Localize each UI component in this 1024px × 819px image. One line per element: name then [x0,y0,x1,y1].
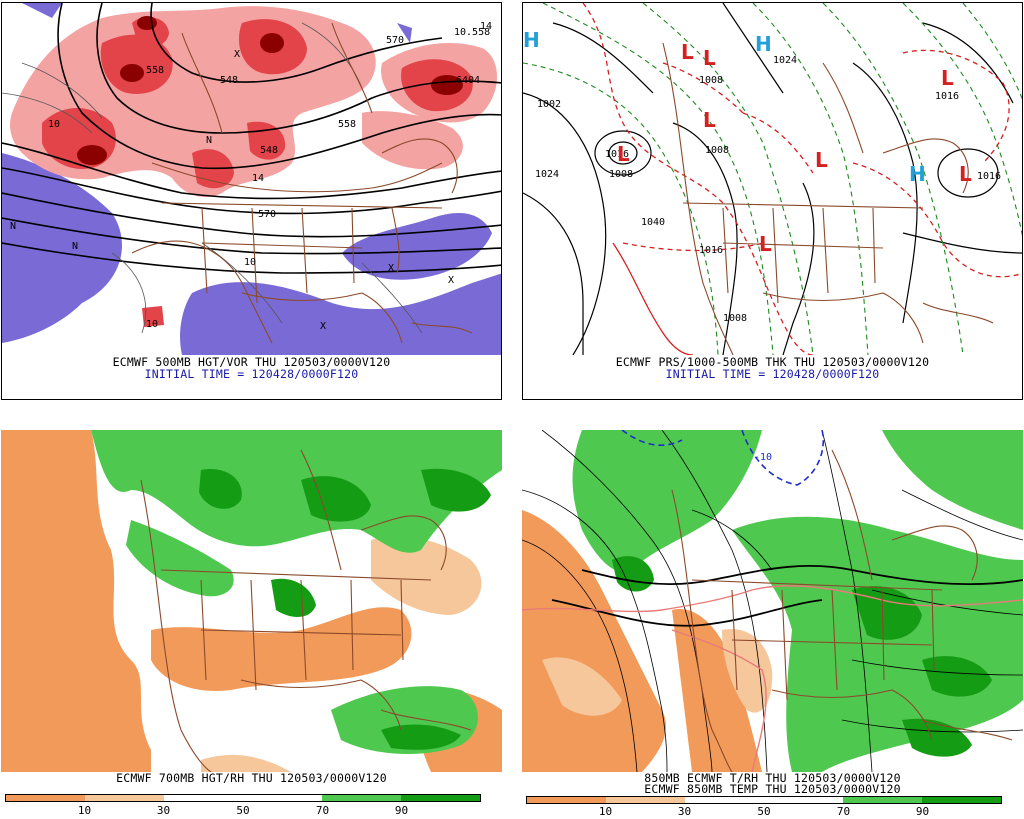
colorbar-ticks: 10 30 50 70 90 [526,806,1002,818]
panel-initial-time: INITIAL TIME = 120428/0000F120 [665,367,880,381]
panel-700mb-hgt-rh: ECMWF 700MB HGT/RH THU 120503/0000V120 1… [1,430,502,819]
labels-prs-thickness: 1002 1024 1016 1008 1008 1008 1008 1016 … [523,28,1001,324]
contour-label: 558 [146,65,164,76]
contour-label: 10 [146,319,158,330]
colorbar-seg [685,797,764,803]
low-pressure-icon: L [815,148,828,172]
vorticity-symbol: X [448,275,454,286]
contour-label: 14 [480,21,492,32]
pressure-label: 1016 [935,91,959,102]
colorbar-tick: 70 [315,804,330,817]
panel-500mb-hgt-vor: 570 10.558 558 548 548 14 6404 10 558 57… [1,2,502,400]
high-pressure-icon: H [755,32,772,56]
contour-label: 6404 [456,75,480,86]
low-pressure-icon: L [703,46,716,70]
colorbar-seg [764,797,843,803]
low-pressure-icon: L [703,108,716,132]
map-500mb-hgt-vor [2,3,501,355]
map-700mb-hgt-rh [1,430,502,772]
panel-title: ECMWF PRS/1000-500MB THK THU 120503/0000… [615,355,930,369]
colorbar-tick: 90 [394,804,409,817]
colorbar-seg [527,797,606,803]
colorbar-tick: 70 [836,805,851,818]
panel-title: 850MB ECMWF T/RH THU 120503/0000V120 [644,771,901,785]
pressure-label: 1008 [705,145,729,156]
pressure-label: 1016 [605,149,629,160]
colorbar-seg [85,795,164,801]
vorticity-symbol: X [234,49,240,60]
contour-label: 570 [258,209,276,220]
colorbar-tick: 30 [677,805,692,818]
low-pressure-icon: L [759,232,772,256]
colorbar-tick: 30 [156,804,171,817]
negative-vorticity-area-south [180,273,501,355]
contour-label: 570 [386,35,404,46]
panel-title: ECMWF 700MB HGT/RH THU 120503/0000V120 [116,771,387,785]
low-pressure-icon: L [959,162,972,186]
colorbar-tick: 50 [236,804,250,817]
high-pressure-icon: H [909,162,926,186]
labels-500mb: 570 10.558 558 548 548 14 6404 10 558 57… [10,21,492,332]
map-prs-thickness [523,3,1022,355]
map-850mb-t-rh [522,430,1023,772]
labels-850mb: -10 [754,452,772,463]
contour-label: 14 [252,173,264,184]
pressure-label: 1040 [641,217,665,228]
colorbar-seg [322,795,401,801]
pressure-label: 1024 [535,169,559,180]
colorbar-seg [164,795,243,801]
panel-850mb-t-rh: -10 850MB ECMWF T/RH THU 120503/0000V120… [522,430,1023,819]
colorbar-ticks: 10 30 50 70 90 [5,805,481,817]
colorbar-seg [401,795,480,801]
colorbar-seg [6,795,85,801]
panel-title: ECMWF 500MB HGT/VOR THU 120503/0000V120 [112,355,391,369]
colorbar-tick: 50 [757,805,771,818]
rh-colorbar [526,796,1002,804]
vorticity-symbol: X [320,321,326,332]
vorticity-symbol: N [10,221,16,232]
negative-vorticity-area-west [2,153,122,343]
vorticity-symbol: X [388,263,394,274]
low-pressure-icon: L [941,66,954,90]
low-pressure-icon: L [617,142,630,166]
colorbar-tick: 10 [77,804,92,817]
low-pressure-icon: L [681,40,694,64]
pressure-label: 1016 [977,171,1001,182]
vorticity-symbol: N [206,135,212,146]
vorticity-symbol: N [72,241,78,252]
high-pressure-icon: H [523,28,540,52]
contour-label: 10 [244,257,256,268]
contour-label: 558 [338,119,356,130]
panel-initial-time: INITIAL TIME = 120428/0000F120 [144,367,359,381]
colorbar-tick: 90 [915,805,930,818]
contour-label: -10 [754,452,772,463]
contour-label: 10.558 [454,27,490,38]
pressure-label: 1024 [773,55,797,66]
pressure-label: 1008 [699,75,723,86]
pressure-label: 1008 [609,169,633,180]
colorbar-seg [843,797,922,803]
contour-label: 10 [48,119,60,130]
panel-prs-thickness: 1002 1024 1016 1008 1008 1008 1008 1016 … [522,2,1023,400]
negative-vorticity-area-north [22,3,62,18]
colorbar-tick: 10 [598,805,613,818]
colorbar-seg [606,797,685,803]
panel-subtitle: ECMWF 850MB TEMP THU 120503/0000V120 [644,782,901,796]
contour-label: 548 [260,145,278,156]
pressure-label: 1008 [723,313,747,324]
contour-label: 548 [220,75,238,86]
rh-colorbar [5,794,481,802]
pressure-label: 1016 [699,245,723,256]
colorbar-seg [922,797,1001,803]
colorbar-seg [243,795,322,801]
pressure-label: 1002 [537,99,561,110]
